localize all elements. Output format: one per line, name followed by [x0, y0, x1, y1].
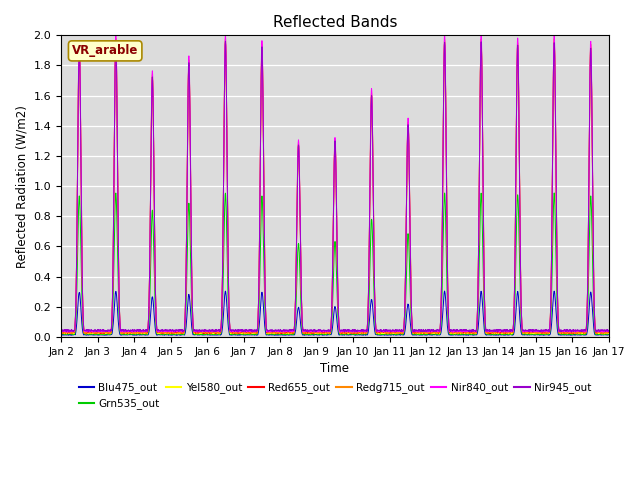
Yel580_out: [572, 330, 580, 336]
Blu475_out: [351, 332, 358, 337]
Redg715_out: [572, 329, 580, 335]
Nir945_out: [557, 328, 564, 334]
Text: VR_arable: VR_arable: [72, 44, 138, 58]
Yel580_out: [495, 331, 502, 336]
Nir840_out: [495, 329, 502, 335]
Redg715_out: [211, 329, 218, 335]
Blu475_out: [57, 332, 65, 338]
Nir840_out: [351, 329, 358, 335]
Nir840_out: [557, 329, 564, 335]
Blu475_out: [441, 288, 449, 294]
Grn535_out: [210, 331, 218, 337]
Blu475_out: [545, 332, 552, 338]
Grn535_out: [572, 331, 580, 337]
Blu475_out: [605, 332, 612, 337]
Nir945_out: [572, 328, 580, 334]
Redg715_out: [363, 328, 371, 334]
Blu475_out: [494, 332, 502, 338]
Line: Nir945_out: Nir945_out: [61, 41, 609, 332]
Redg715_out: [57, 328, 65, 334]
Nir945_out: [221, 38, 229, 44]
Red655_out: [572, 330, 580, 336]
Nir945_out: [57, 328, 65, 334]
Grn535_out: [351, 331, 358, 336]
Redg715_out: [99, 330, 106, 336]
Red655_out: [557, 329, 564, 335]
Nir945_out: [605, 328, 612, 334]
Nir840_out: [605, 329, 612, 335]
Y-axis label: Reflected Radiation (W/m2): Reflected Radiation (W/m2): [15, 105, 28, 267]
Red655_out: [495, 329, 502, 335]
Blu475_out: [363, 332, 371, 337]
Yel580_out: [605, 330, 612, 336]
Line: Yel580_out: Yel580_out: [61, 42, 609, 334]
Grn535_out: [494, 332, 502, 337]
Red655_out: [363, 328, 371, 334]
Yel580_out: [363, 330, 371, 336]
Nir945_out: [495, 326, 502, 332]
Grn535_out: [57, 331, 65, 337]
X-axis label: Time: Time: [321, 362, 349, 375]
Redg715_out: [351, 329, 359, 335]
Red655_out: [121, 330, 129, 336]
Yel580_out: [210, 330, 218, 336]
Nir840_out: [117, 329, 125, 335]
Line: Red655_out: Red655_out: [61, 42, 609, 333]
Yel580_out: [557, 331, 564, 336]
Nir840_out: [441, 31, 449, 37]
Blu475_out: [210, 332, 218, 338]
Red655_out: [57, 330, 65, 336]
Yel580_out: [441, 39, 449, 45]
Red655_out: [210, 330, 218, 336]
Grn535_out: [550, 190, 558, 196]
Red655_out: [351, 330, 359, 336]
Nir945_out: [210, 328, 218, 334]
Legend: Blu475_out, Grn535_out, Yel580_out, Red655_out, Redg715_out, Nir840_out, Nir945_: Blu475_out, Grn535_out, Yel580_out, Red6…: [74, 378, 595, 414]
Nir840_out: [57, 327, 65, 333]
Line: Nir840_out: Nir840_out: [61, 34, 609, 332]
Nir840_out: [363, 328, 371, 334]
Nir945_out: [340, 329, 348, 335]
Redg715_out: [112, 36, 120, 41]
Grn535_out: [605, 331, 612, 336]
Grn535_out: [363, 331, 371, 337]
Yel580_out: [205, 331, 212, 337]
Yel580_out: [57, 330, 65, 336]
Redg715_out: [495, 329, 502, 335]
Red655_out: [221, 39, 229, 45]
Blu475_out: [572, 332, 580, 338]
Nir945_out: [363, 328, 371, 334]
Line: Grn535_out: Grn535_out: [61, 193, 609, 335]
Line: Blu475_out: Blu475_out: [61, 291, 609, 335]
Yel580_out: [351, 330, 358, 336]
Nir945_out: [351, 328, 359, 334]
Grn535_out: [557, 331, 564, 337]
Nir840_out: [572, 327, 580, 333]
Red655_out: [605, 329, 612, 335]
Grn535_out: [100, 332, 108, 337]
Blu475_out: [557, 332, 564, 338]
Nir840_out: [210, 328, 218, 334]
Redg715_out: [557, 328, 564, 334]
Line: Redg715_out: Redg715_out: [61, 38, 609, 333]
Redg715_out: [605, 328, 612, 334]
Title: Reflected Bands: Reflected Bands: [273, 15, 397, 30]
